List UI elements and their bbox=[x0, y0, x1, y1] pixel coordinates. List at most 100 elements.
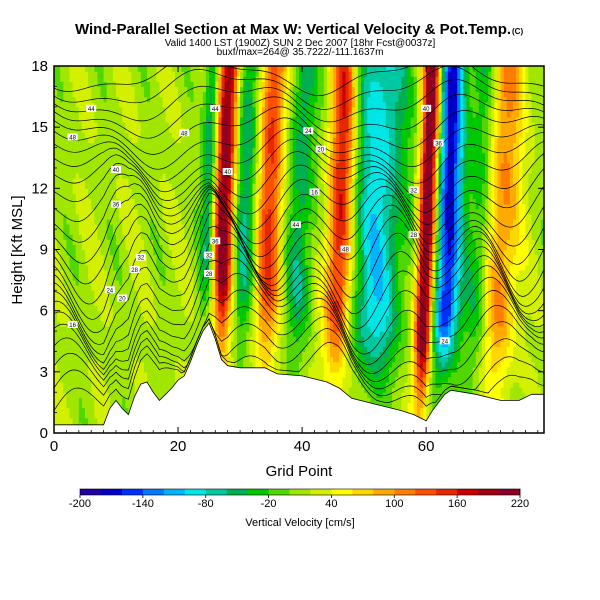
velocity-cell bbox=[230, 305, 235, 312]
velocity-cell bbox=[249, 300, 254, 307]
velocity-cell bbox=[85, 331, 89, 337]
velocity-cell bbox=[125, 188, 130, 195]
velocity-cell bbox=[162, 157, 167, 164]
velocity-cell bbox=[78, 285, 83, 291]
velocity-cell bbox=[202, 71, 207, 77]
velocity-cell bbox=[236, 198, 241, 205]
velocity-cell bbox=[66, 280, 71, 286]
velocity-cell bbox=[78, 193, 83, 200]
velocity-cell bbox=[72, 264, 77, 271]
velocity-cell bbox=[137, 203, 142, 210]
velocity-cell bbox=[162, 325, 167, 332]
velocity-cell bbox=[147, 183, 151, 189]
velocity-cell bbox=[178, 96, 182, 103]
chart-title: Wind-Parallel Section at Max W: Vertical… bbox=[75, 21, 511, 38]
velocity-cell bbox=[233, 346, 238, 353]
velocity-cell bbox=[196, 193, 201, 200]
velocity-cell bbox=[94, 157, 99, 164]
velocity-cell bbox=[156, 157, 161, 164]
velocity-cell bbox=[122, 356, 126, 363]
velocity-cell bbox=[258, 167, 263, 174]
velocity-cell bbox=[162, 382, 167, 388]
velocity-cell bbox=[143, 376, 148, 383]
velocity-cell bbox=[85, 417, 89, 424]
velocity-cell bbox=[212, 274, 216, 281]
velocity-cell bbox=[153, 376, 157, 383]
velocity-cell bbox=[233, 157, 238, 164]
velocity-cell bbox=[212, 259, 216, 266]
velocity-cell bbox=[193, 244, 198, 251]
velocity-cell bbox=[190, 300, 195, 307]
velocity-cell bbox=[236, 208, 241, 215]
velocity-cell bbox=[243, 122, 247, 128]
velocity-cell bbox=[66, 331, 71, 337]
velocity-cell bbox=[168, 147, 173, 154]
velocity-cell bbox=[156, 361, 161, 368]
velocity-cell bbox=[243, 167, 247, 174]
velocity-cell bbox=[215, 269, 219, 276]
velocity-cell bbox=[187, 173, 192, 179]
velocity-cell bbox=[202, 173, 207, 179]
velocity-cell bbox=[168, 274, 173, 281]
velocity-cell bbox=[128, 229, 133, 235]
velocity-cell bbox=[85, 239, 89, 246]
velocity-cell bbox=[236, 96, 241, 103]
velocity-cell bbox=[140, 76, 145, 82]
velocity-cell bbox=[165, 66, 170, 72]
velocity-cell bbox=[181, 178, 185, 184]
velocity-cell bbox=[85, 376, 89, 383]
velocity-cell bbox=[103, 249, 108, 256]
velocity-cell bbox=[171, 331, 176, 337]
velocity-cell bbox=[202, 218, 207, 225]
velocity-cell bbox=[147, 188, 151, 195]
velocity-cell bbox=[140, 86, 145, 93]
velocity-cell bbox=[91, 407, 95, 414]
velocity-cell bbox=[224, 188, 229, 195]
velocity-cell bbox=[60, 229, 64, 235]
velocity-cell bbox=[122, 147, 126, 154]
velocity-cell bbox=[103, 331, 108, 337]
velocity-cell bbox=[60, 203, 64, 210]
velocity-cell bbox=[221, 244, 226, 251]
velocity-cell bbox=[171, 361, 176, 368]
velocity-cell bbox=[81, 356, 86, 363]
velocity-cell bbox=[227, 76, 232, 82]
velocity-cell bbox=[174, 81, 179, 87]
velocity-cell bbox=[181, 320, 185, 327]
velocity-cell bbox=[57, 392, 61, 398]
velocity-cell bbox=[174, 325, 179, 332]
velocity-cell bbox=[125, 198, 130, 205]
velocity-cell bbox=[91, 198, 95, 205]
velocity-cell bbox=[190, 152, 195, 159]
velocity-cell bbox=[181, 305, 185, 312]
velocity-cell bbox=[143, 371, 148, 378]
velocity-cell bbox=[199, 224, 204, 230]
velocity-cell bbox=[184, 178, 188, 184]
velocity-cell bbox=[78, 167, 83, 174]
velocity-cell bbox=[184, 147, 188, 154]
velocity-cell bbox=[140, 290, 145, 296]
velocity-cell bbox=[122, 371, 126, 378]
velocity-cell bbox=[147, 167, 151, 174]
velocity-cell bbox=[233, 173, 238, 179]
velocity-cell bbox=[249, 234, 254, 240]
velocity-cell bbox=[178, 91, 182, 98]
velocity-cell bbox=[224, 356, 229, 363]
velocity-cell bbox=[109, 325, 114, 332]
velocity-cell bbox=[119, 346, 123, 353]
velocity-cell bbox=[236, 346, 241, 353]
velocity-cell bbox=[258, 295, 263, 302]
velocity-cell bbox=[131, 331, 136, 337]
velocity-cell bbox=[60, 397, 64, 404]
velocity-cell bbox=[63, 402, 67, 409]
velocity-cell bbox=[60, 239, 64, 246]
velocity-cell bbox=[209, 81, 213, 87]
velocity-cell bbox=[85, 167, 89, 174]
velocity-cell bbox=[109, 162, 114, 169]
velocity-cell bbox=[103, 213, 108, 220]
velocity-cell bbox=[261, 218, 266, 225]
velocity-cell bbox=[75, 188, 80, 195]
velocity-cell bbox=[240, 91, 244, 98]
velocity-cell bbox=[85, 162, 89, 169]
velocity-cell bbox=[143, 152, 148, 159]
